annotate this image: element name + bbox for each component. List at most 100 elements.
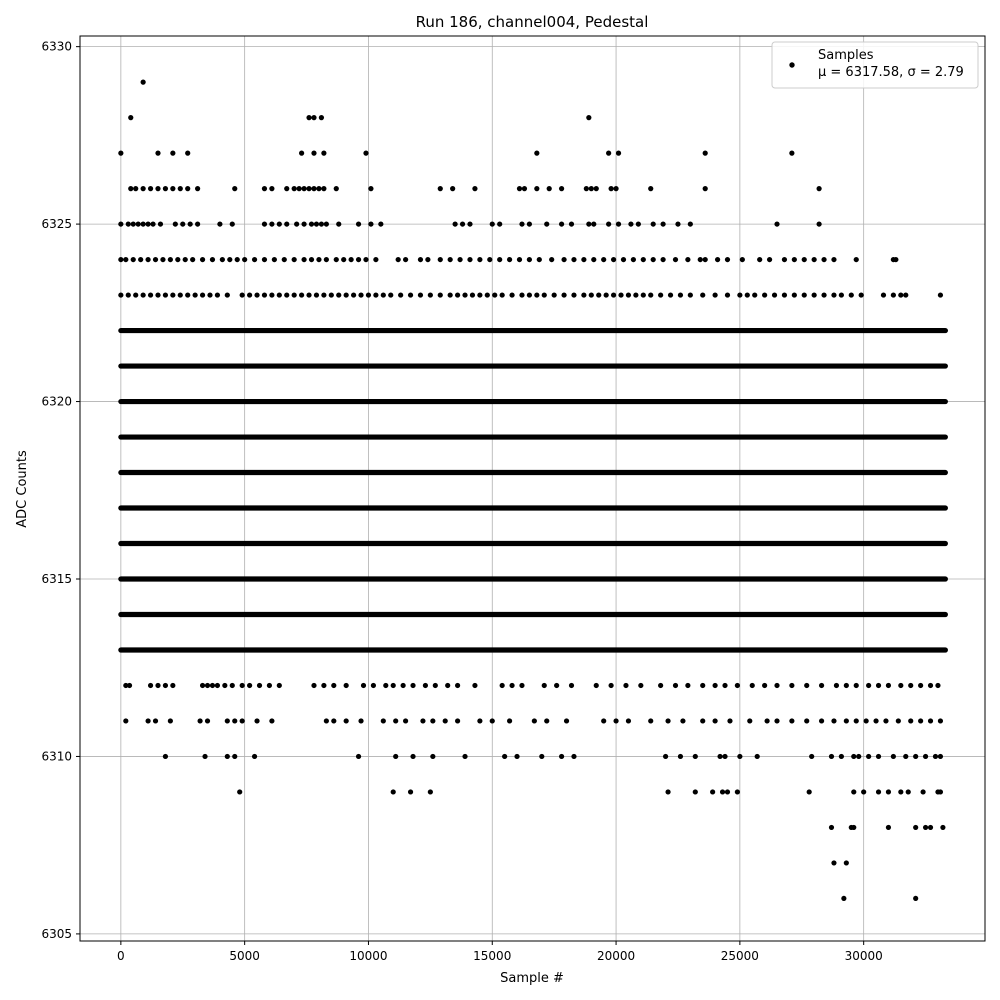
sample-point (484, 292, 490, 298)
sample-point (875, 789, 882, 795)
sample-point (724, 789, 731, 795)
sample-point (905, 789, 911, 795)
sample-point (306, 292, 312, 298)
sample-point (509, 682, 515, 689)
sample-point (261, 256, 268, 263)
sample-point (222, 682, 228, 689)
sample-point (568, 221, 575, 227)
sample-point (913, 824, 919, 831)
sample-point (667, 292, 674, 298)
sample-point (544, 221, 550, 227)
sample-point (660, 256, 666, 263)
sample-point (940, 824, 946, 831)
sample-point (821, 256, 827, 263)
sample-point (873, 718, 879, 724)
sample-point (145, 256, 151, 263)
sample-point (571, 753, 577, 760)
sample-point (650, 256, 656, 263)
sample-point (271, 256, 277, 263)
sample-point (519, 221, 525, 227)
sample-point (318, 115, 325, 121)
sample-point (831, 718, 837, 724)
sample-point (197, 718, 203, 724)
sample-point (336, 292, 342, 298)
sample-point (477, 256, 483, 263)
sample-point (155, 682, 161, 689)
sample-point (809, 753, 815, 760)
sample-point (202, 753, 208, 760)
sample-point (152, 718, 159, 724)
sample-point (232, 753, 238, 760)
sample-point (462, 753, 468, 760)
x-tick-label: 20000 (597, 949, 635, 963)
sample-point (454, 682, 461, 689)
sample-point (918, 718, 924, 724)
sample-point (806, 789, 812, 795)
sample-point (762, 682, 768, 689)
sample-point (648, 186, 654, 192)
sample-point (762, 292, 768, 298)
sample-point (284, 186, 290, 192)
sample-point (586, 221, 592, 227)
sample-point (358, 718, 364, 724)
sample-point (789, 150, 795, 156)
sample-point (672, 682, 679, 689)
sample-point (437, 256, 443, 263)
sample-point (214, 292, 221, 298)
sample-point (516, 256, 523, 263)
sample-point (368, 221, 374, 227)
sample-point (554, 682, 560, 689)
sample-point (363, 256, 369, 263)
sample-point (125, 292, 131, 298)
sample-point (660, 221, 666, 227)
sample-point (204, 718, 211, 724)
sample-point (291, 292, 297, 298)
sample-point (355, 753, 362, 760)
sample-point (224, 718, 230, 724)
sample-point (506, 718, 513, 724)
sample-point (499, 682, 505, 689)
sample-point (172, 221, 178, 227)
sample-point (615, 221, 622, 227)
sample-point (534, 186, 540, 192)
sample-point (162, 753, 169, 760)
sample-point (908, 682, 914, 689)
sample-point (155, 186, 161, 192)
sample-point (724, 256, 731, 263)
sample-point (841, 895, 847, 902)
sample-point (128, 186, 134, 192)
sample-point (608, 186, 614, 192)
y-tick-label: 6315 (41, 572, 72, 586)
sample-point (648, 718, 654, 724)
y-axis-label: ADC Counts (15, 450, 30, 528)
sample-point (737, 753, 743, 760)
sample-point (321, 292, 327, 298)
legend: Samples μ = 6317.58, σ = 2.79 (771, 41, 979, 89)
sample-point (774, 718, 780, 724)
sample-point (276, 292, 282, 298)
sample-point (407, 292, 414, 298)
x-tick-label: 10000 (349, 949, 387, 963)
sample-point (256, 682, 263, 689)
sample-point (831, 292, 837, 298)
sample-point (190, 256, 196, 263)
sample-point (804, 718, 810, 724)
sample-point (722, 753, 728, 760)
sample-point (308, 256, 315, 263)
sample-point (816, 186, 822, 192)
sample-point (898, 682, 904, 689)
sample-point (430, 753, 436, 760)
sample-point (734, 789, 740, 795)
sample-point (133, 292, 139, 298)
sample-point (251, 753, 258, 760)
sample-point (199, 682, 206, 689)
legend-box (771, 41, 979, 89)
x-tick-label: 15000 (473, 949, 511, 963)
sample-point (828, 753, 835, 760)
sample-point (318, 221, 325, 227)
sample-point (254, 292, 260, 298)
sample-point (558, 186, 565, 192)
sample-point (702, 186, 708, 192)
sample-point (546, 186, 552, 192)
sample-point (588, 292, 594, 298)
